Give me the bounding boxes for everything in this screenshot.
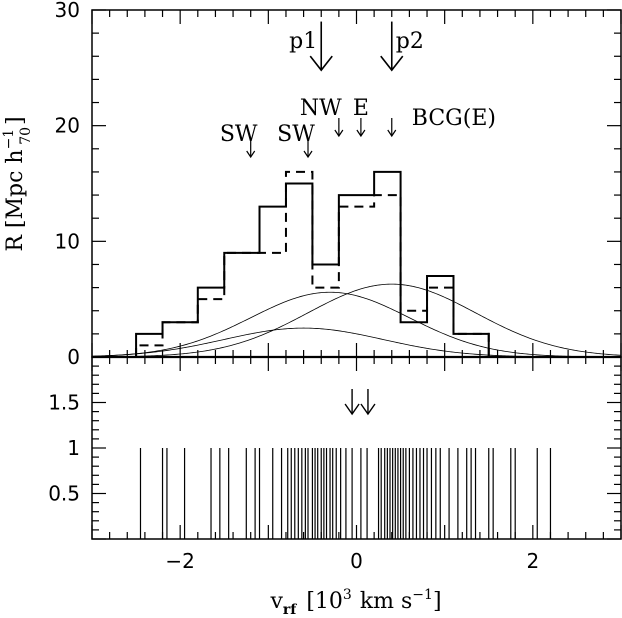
y-tick-label: 30 bbox=[55, 0, 80, 22]
group-label: NW bbox=[300, 96, 342, 121]
x-label-units: km s bbox=[360, 589, 412, 614]
bottom-x-tick-labels: −2 0 2 bbox=[165, 549, 539, 573]
histograms bbox=[135, 170, 586, 358]
top-panel-ticks bbox=[91, 9, 622, 359]
small-arrow-head bbox=[303, 150, 313, 159]
big-arrow-head bbox=[380, 55, 404, 72]
y-tick-label: 0.5 bbox=[48, 482, 80, 506]
y-tick-label: 10 bbox=[55, 229, 80, 253]
x-label-close: ] bbox=[433, 589, 442, 614]
y-tick-label: 1.5 bbox=[48, 391, 80, 415]
y-label-exp: −1 bbox=[1, 129, 17, 150]
bottom-panel-ticks bbox=[91, 356, 622, 540]
arrow-head bbox=[360, 403, 376, 416]
top-panel-frame bbox=[91, 9, 622, 358]
small-arrow-head bbox=[246, 150, 256, 159]
y-label-close: ] bbox=[3, 116, 28, 125]
histogram-dashed bbox=[135, 170, 586, 358]
group-label: BCG(E) bbox=[412, 106, 496, 131]
y-label-main: R [Mpc h bbox=[3, 149, 28, 251]
y-label-sub: 70 bbox=[18, 127, 34, 145]
gaussian-curve bbox=[91, 291, 621, 358]
top-y-axis-label: R [Mpc h−170] bbox=[1, 116, 34, 251]
x-label-main: v bbox=[269, 589, 283, 614]
x-label-bracket: [10 bbox=[306, 589, 343, 614]
group-label: SW bbox=[277, 122, 315, 147]
y-tick-label: 0 bbox=[67, 345, 80, 369]
peak-label: p1 bbox=[289, 29, 317, 54]
x-label-exp: 3 bbox=[343, 587, 352, 603]
bottom-y-tick-labels: 0.5 1 1.5 bbox=[48, 391, 80, 506]
x-tick-label: 2 bbox=[526, 549, 539, 573]
group-label: E bbox=[353, 96, 369, 121]
small-arrow-head bbox=[334, 129, 344, 138]
gaussian-curve bbox=[91, 283, 622, 358]
x-axis-label: vrf [103 km s−1] bbox=[269, 587, 441, 618]
velocity-lines bbox=[139, 448, 552, 539]
y-tick-label: 20 bbox=[55, 114, 80, 138]
x-tick-label: 0 bbox=[350, 549, 363, 573]
x-label-sub: rf bbox=[283, 602, 297, 618]
x-label-exp2: −1 bbox=[412, 587, 433, 603]
bottom-arrows bbox=[344, 389, 376, 416]
peak-label: p2 bbox=[396, 29, 424, 54]
small-arrow-head bbox=[387, 129, 397, 138]
bottom-panel-frame bbox=[91, 356, 622, 540]
big-arrow-head bbox=[309, 55, 333, 72]
histogram-solid bbox=[135, 170, 586, 358]
group-label: SW bbox=[220, 122, 258, 147]
y-tick-label: 1 bbox=[67, 436, 80, 460]
arrow-head bbox=[344, 403, 360, 416]
x-tick-label: −2 bbox=[165, 549, 194, 573]
small-arrow-head bbox=[356, 129, 366, 138]
top-y-tick-labels: 0 10 20 30 bbox=[55, 0, 80, 369]
